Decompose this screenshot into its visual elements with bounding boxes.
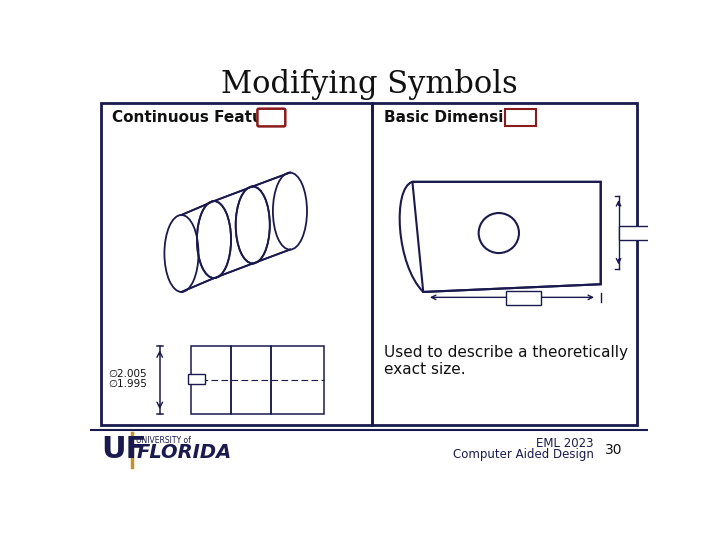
Bar [191, 346, 231, 414]
Text: Computer Aided Design: Computer Aided Design [453, 448, 594, 461]
FancyBboxPatch shape [505, 291, 541, 305]
Text: ∅2.005: ∅2.005 [109, 369, 147, 379]
Text: Basic Dimension: Basic Dimension [384, 110, 525, 125]
Bar [271, 346, 324, 414]
Text: Continuous Feature: Continuous Feature [112, 110, 281, 125]
Text: FLORIDA: FLORIDA [137, 443, 232, 462]
Text: UF: UF [101, 435, 146, 464]
Bar [372, 103, 637, 425]
Bar [231, 346, 271, 414]
Bar [101, 103, 372, 425]
Text: EML 2023: EML 2023 [536, 437, 594, 450]
FancyBboxPatch shape [505, 110, 536, 126]
Text: 30: 30 [606, 443, 623, 457]
Text: Modifying Symbols: Modifying Symbols [220, 69, 518, 99]
Text: CF: CF [191, 374, 202, 383]
Text: Used to describe a theoretically
exact size.: Used to describe a theoretically exact s… [384, 345, 629, 377]
Text: 1.000: 1.000 [620, 228, 649, 238]
Ellipse shape [236, 187, 269, 262]
Text: 6.00: 6.00 [504, 111, 536, 124]
FancyBboxPatch shape [619, 226, 650, 240]
Ellipse shape [198, 202, 230, 278]
FancyBboxPatch shape [188, 374, 204, 384]
FancyBboxPatch shape [258, 109, 285, 126]
Text: 1.500: 1.500 [509, 293, 539, 303]
Text: UNIVERSITY of: UNIVERSITY of [137, 436, 192, 445]
Text: ∅1.995: ∅1.995 [109, 379, 148, 389]
Text: CF: CF [263, 111, 280, 124]
